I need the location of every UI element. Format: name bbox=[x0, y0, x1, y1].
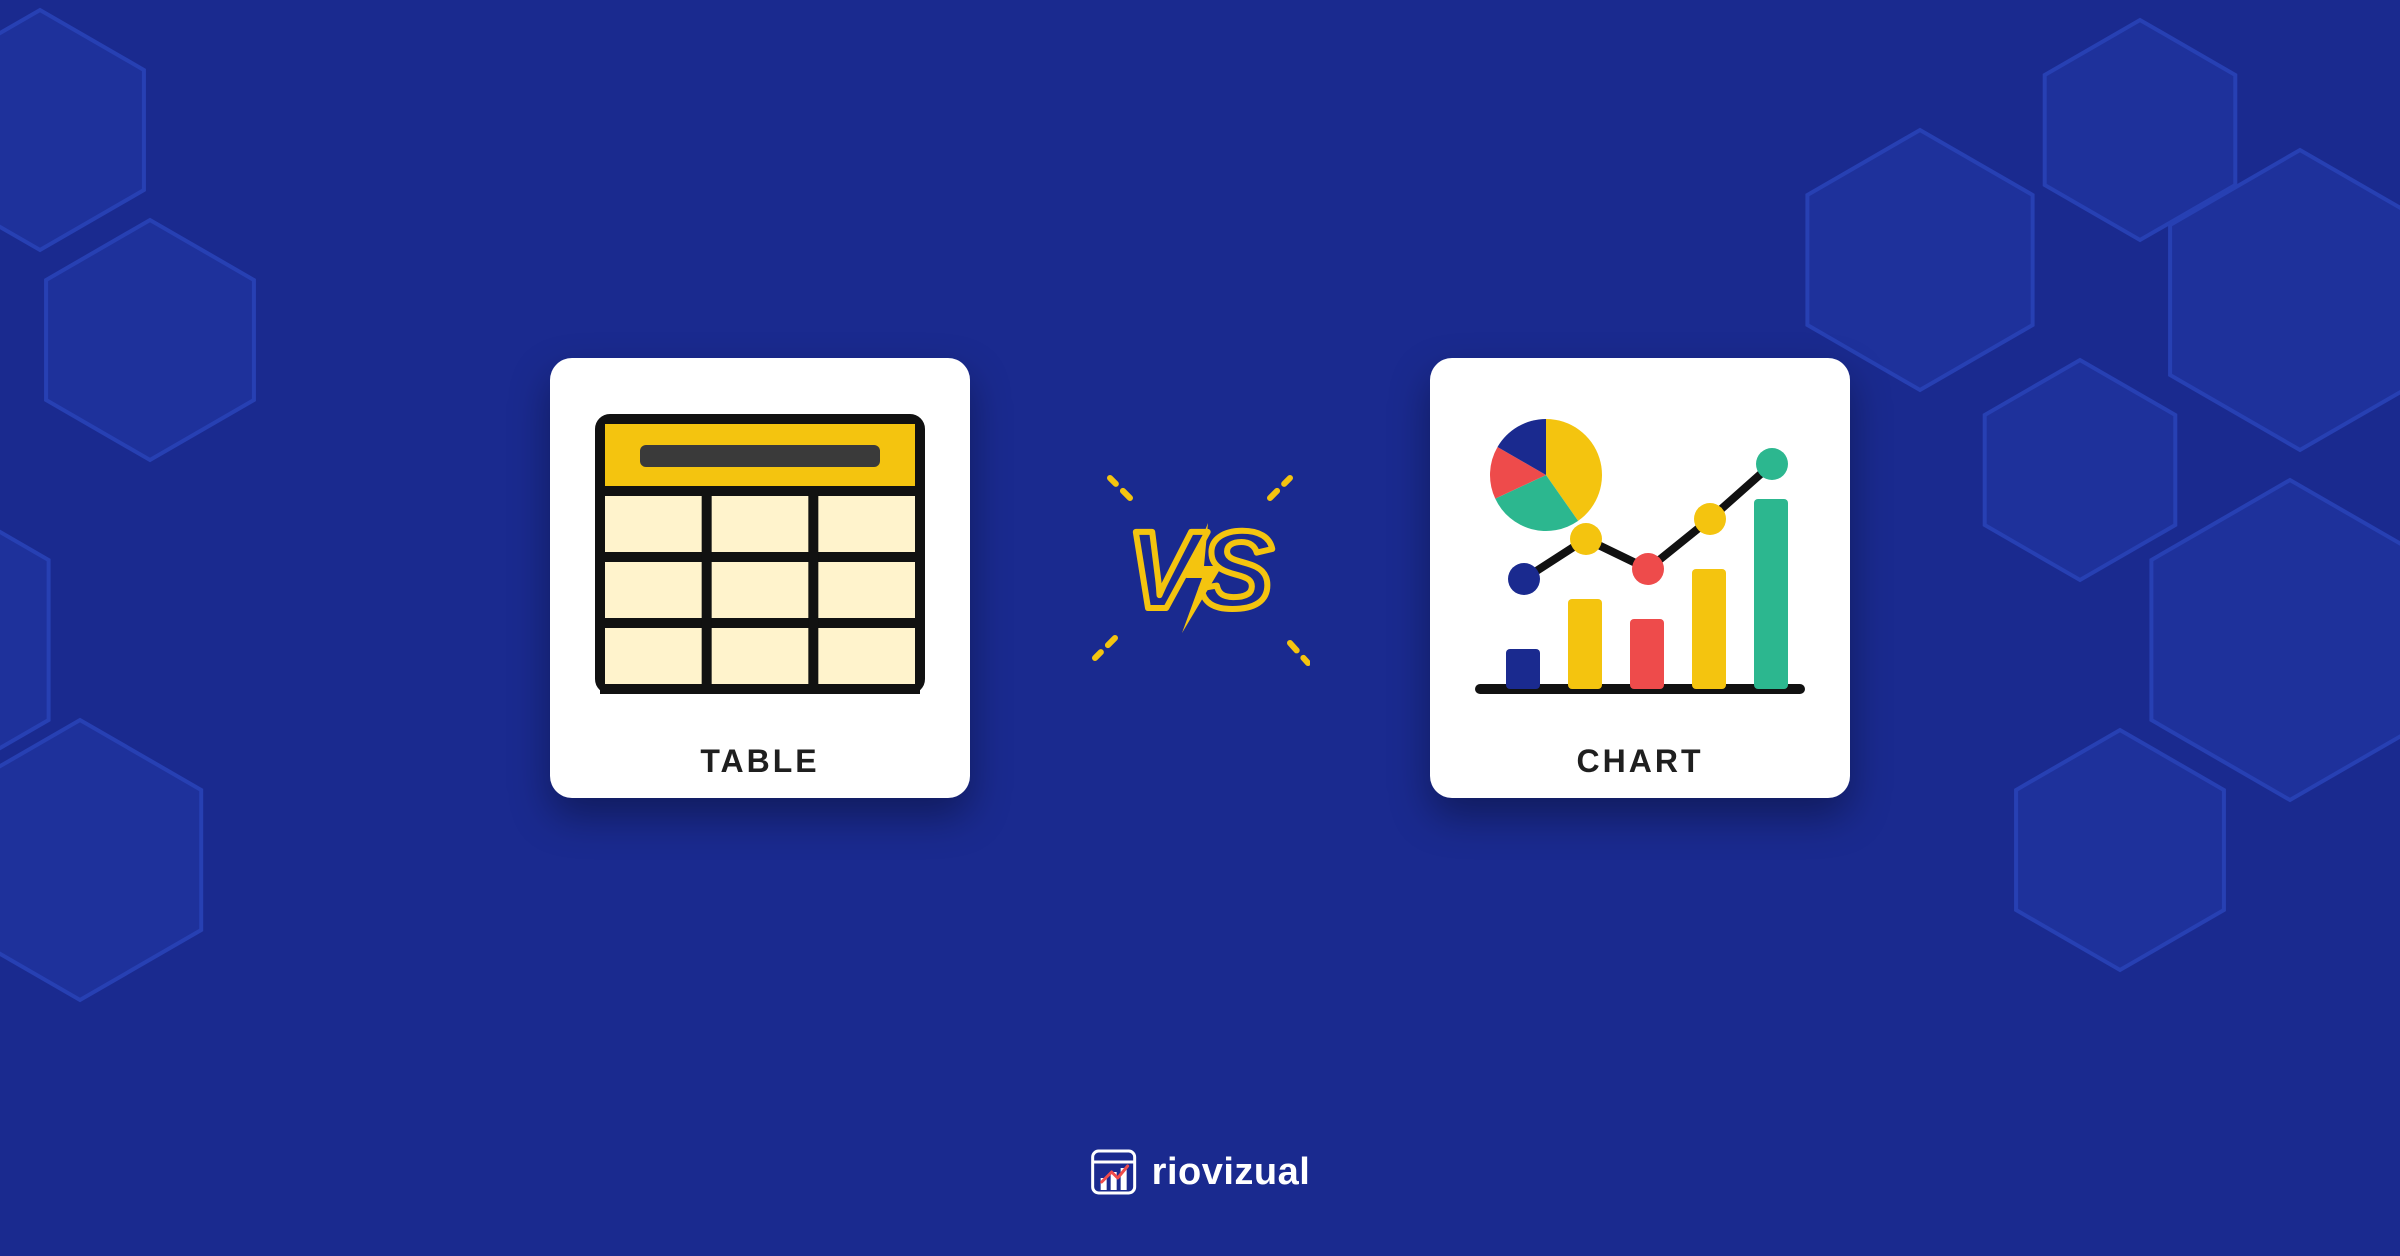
brand-icon bbox=[1090, 1148, 1138, 1196]
infographic-stage: TABLE VS CHART riovizual bbox=[0, 0, 2400, 1256]
chart-icon bbox=[1458, 386, 1822, 733]
brand-logo: riovizual bbox=[1090, 1148, 1311, 1196]
table-icon-svg bbox=[590, 409, 930, 709]
vs-icon: VS bbox=[1090, 468, 1310, 688]
chart-card: CHART bbox=[1430, 358, 1850, 798]
table-card-label: TABLE bbox=[700, 743, 819, 780]
table-icon bbox=[578, 386, 942, 733]
brand-text-bold: rio bbox=[1152, 1151, 1202, 1193]
brand-text: riovizual bbox=[1152, 1151, 1311, 1194]
cards-row: TABLE VS CHART bbox=[550, 358, 1850, 798]
table-card: TABLE bbox=[550, 358, 970, 798]
vs-badge: VS bbox=[1090, 468, 1310, 688]
brand-text-rest: vizual bbox=[1202, 1151, 1311, 1193]
chart-card-label: CHART bbox=[1577, 743, 1704, 780]
chart-icon-svg bbox=[1470, 409, 1810, 709]
